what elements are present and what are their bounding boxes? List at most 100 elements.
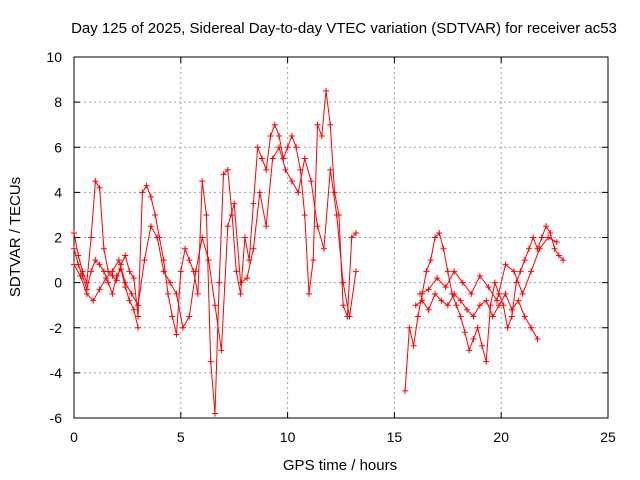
data-point [508,313,515,320]
y-tick-label: 6 [54,139,62,155]
data-point [83,286,90,293]
data-point [502,261,509,268]
data-point [402,387,409,394]
data-point [143,182,150,189]
data-point [323,87,330,94]
data-point [192,268,199,275]
data-point [211,410,218,417]
data-point [434,275,441,282]
series-trace-f [417,234,560,304]
data-point [515,297,522,304]
data-point [147,193,154,200]
data-point [250,245,257,252]
series-line [73,90,357,414]
data-point [250,200,257,207]
data-point [186,313,193,320]
data-point [333,211,340,218]
data-point [485,284,492,291]
x-tick-label: 15 [387,429,403,445]
data-point [528,268,535,275]
data-point [109,290,116,297]
data-point [269,155,276,162]
data-point [417,290,424,297]
data-point [478,342,485,349]
data-point [117,266,124,273]
data-point [96,286,103,293]
y-tick-labels: -6 -4 -2 0 2 4 6 8 10 [46,49,62,426]
series-line [73,248,139,328]
data-point [466,347,473,354]
data-point [525,245,532,252]
data-point [543,223,550,230]
data-point [96,261,103,268]
data-point [308,178,315,185]
data-point [427,257,434,264]
data-point [431,234,438,241]
data-point [444,268,451,275]
data-point [493,297,500,304]
data-point [348,234,355,241]
data-point [470,313,477,320]
data-point [169,313,176,320]
data-point [233,268,240,275]
series-line [419,236,557,302]
data-point [220,171,227,178]
data-point [496,302,503,309]
data-point [459,279,466,286]
data-point [126,297,133,304]
data-point [164,290,171,297]
data-point [551,245,558,252]
data-point [211,302,218,309]
data-point [141,257,148,264]
data-point [167,279,174,286]
data-point [71,245,77,252]
data-point [79,272,86,279]
data-point [154,234,161,241]
data-point [276,144,283,151]
data-point [90,297,97,304]
y-tick-label: -4 [50,365,63,381]
data-point [199,178,206,185]
data-point [508,306,515,313]
data-point [177,268,184,275]
data-point [314,223,321,230]
data-point [135,302,142,309]
data-point [352,268,359,275]
data-point [130,306,137,313]
x-tick-label: 5 [177,429,185,445]
data-point [135,313,142,320]
data-point [92,257,99,264]
data-point [440,245,447,252]
data-point [301,155,308,162]
y-tick-label: 10 [46,49,62,65]
data-point [126,268,133,275]
data-point [224,223,231,230]
data-point [216,279,223,286]
data-point [199,234,206,241]
data-point [521,257,528,264]
data-point [88,234,95,241]
data-point [301,211,308,218]
data-point [237,279,244,286]
data-point [331,189,338,196]
data-point [483,358,490,365]
data-point [96,184,103,191]
data-marks [71,87,567,417]
chart-title: Day 125 of 2025, Sidereal Day-to-day VTE… [71,20,617,37]
data-point [75,261,82,268]
data-point [293,144,300,151]
data-point [340,302,347,309]
data-point [207,358,214,365]
data-point [521,313,528,320]
data-point [105,279,112,286]
data-point [538,234,545,241]
data-point [352,229,359,236]
data-point [438,297,445,304]
data-point [414,313,421,320]
data-point [194,290,201,297]
data-point [547,229,554,236]
data-point [288,178,295,185]
data-point [320,245,327,252]
data-point [115,257,122,264]
data-point [135,324,142,331]
